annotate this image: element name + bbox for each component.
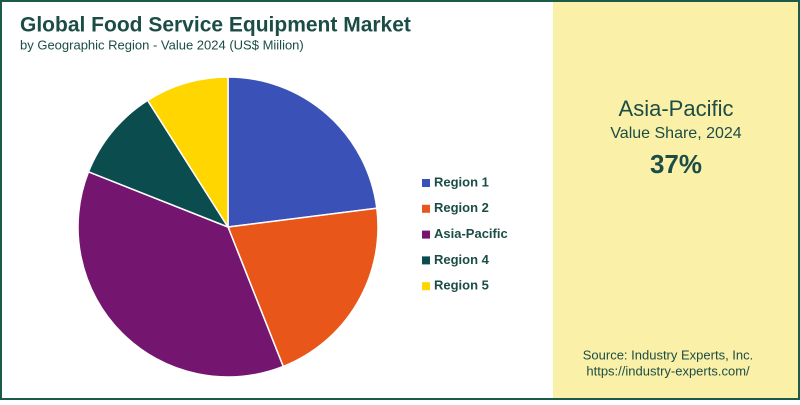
- legend-swatch: [422, 256, 430, 265]
- chart-subtitle: by Geographic Region - Value 2024 (US$ M…: [20, 37, 304, 52]
- source-url: https://industry-experts.com/: [586, 363, 750, 378]
- source: Source: Industry Experts, Inc.: [583, 347, 754, 362]
- legend-label: Asia-Pacific: [434, 226, 508, 241]
- pie-slice: [226, 207, 379, 368]
- chart-title: Global Food Service Equipment Market: [20, 14, 411, 37]
- legend-label: Region 1: [434, 174, 489, 189]
- legend-swatch: [422, 282, 430, 291]
- pie-slice: [146, 76, 229, 230]
- legend-swatch: [422, 179, 430, 187]
- legend-label: Region 4: [434, 252, 490, 267]
- highlight-caption: Value Share, 2024: [610, 125, 741, 142]
- side-panel: [553, 2, 798, 398]
- highlight-name: Asia-Pacific: [619, 96, 734, 121]
- legend-swatch: [422, 230, 430, 239]
- highlight-value: 37%: [650, 149, 702, 179]
- legend-swatch: [422, 204, 430, 213]
- legend-label: Region 5: [434, 278, 489, 293]
- pie-slice: [87, 99, 230, 229]
- pie-slice: [77, 170, 285, 378]
- legend-label: Region 2: [434, 200, 489, 215]
- pie-slice: [227, 76, 378, 228]
